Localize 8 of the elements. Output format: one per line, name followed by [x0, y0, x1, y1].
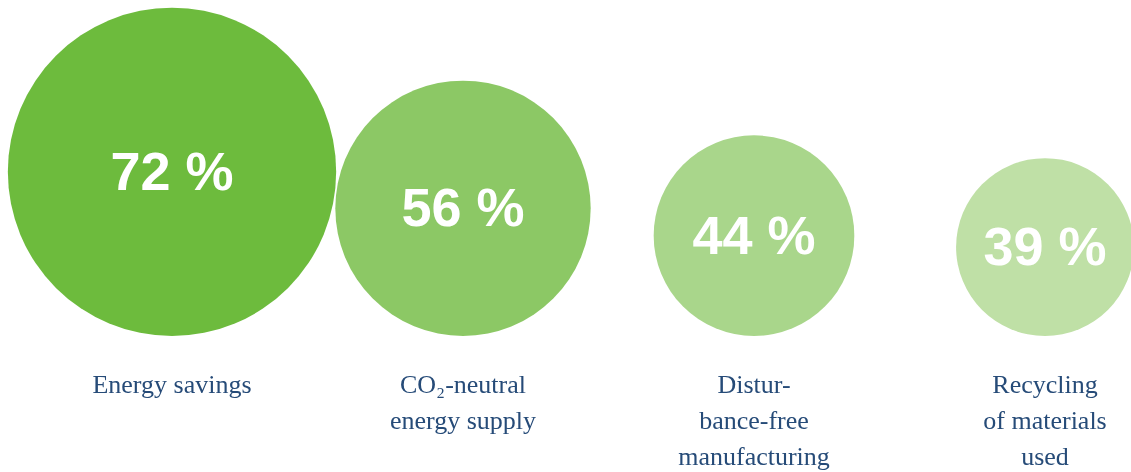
- category-label: Energy savings: [92, 370, 252, 399]
- data-label: 72 %: [110, 140, 234, 201]
- category-label: CO₂-neutral energy supply: [389, 370, 537, 435]
- data-label: 56 %: [401, 177, 525, 238]
- category-label: Distur- bance-free manufacturing: [678, 370, 830, 471]
- data-label: 39 %: [983, 215, 1107, 276]
- category-label: Recycling of materials used: [983, 370, 1107, 471]
- data-label: 44 %: [692, 204, 816, 265]
